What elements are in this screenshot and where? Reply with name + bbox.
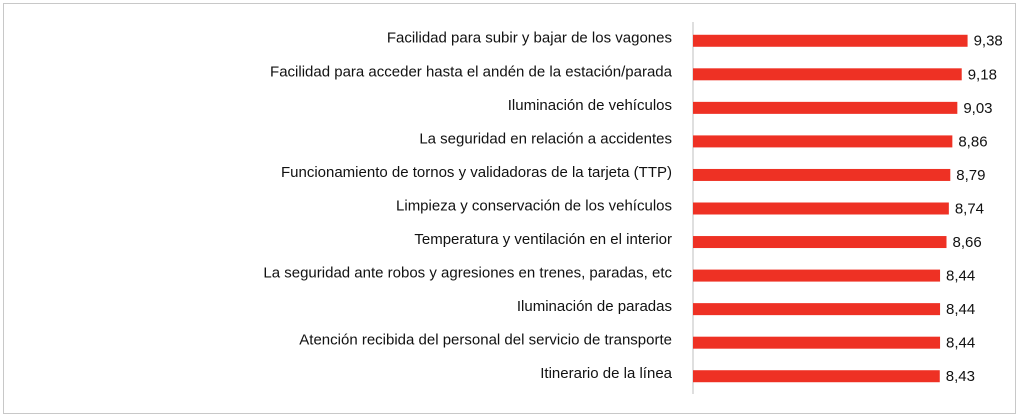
value-label: 9,03 — [963, 100, 992, 117]
bar — [693, 370, 940, 383]
category-label: Temperatura y ventilación en el interior — [414, 231, 672, 248]
category-label: Facilidad para subir y bajar de los vago… — [387, 30, 672, 47]
bar — [693, 101, 958, 114]
category-label: Funcionamiento de tornos y validadoras d… — [281, 164, 672, 181]
value-label: 8,74 — [955, 200, 984, 217]
category-label: Limpieza y conservación de los vehículos — [396, 197, 672, 214]
bar — [693, 168, 951, 181]
category-label: Facilidad para acceder hasta el andén de… — [270, 63, 673, 80]
value-label: 8,44 — [946, 301, 975, 318]
bar — [693, 336, 941, 349]
bar — [693, 34, 968, 47]
value-label: 8,44 — [946, 335, 975, 352]
bar — [693, 135, 953, 148]
value-label: 8,66 — [953, 234, 982, 251]
bar — [693, 202, 949, 215]
value-label: 9,38 — [974, 33, 1003, 50]
value-label: 8,79 — [956, 167, 985, 184]
value-label: 9,18 — [968, 66, 997, 83]
value-label: 8,43 — [946, 368, 975, 385]
value-label: 8,44 — [946, 268, 975, 285]
category-label: Iluminación de vehículos — [508, 97, 672, 114]
category-label: La seguridad ante robos y agresiones en … — [263, 265, 672, 282]
value-label: 8,86 — [958, 133, 987, 150]
bar — [693, 269, 941, 282]
bar — [693, 68, 962, 81]
category-label: La seguridad en relación a accidentes — [419, 130, 672, 147]
bar — [693, 303, 941, 316]
category-label: Atención recibida del personal del servi… — [299, 332, 672, 349]
category-label: Itinerario de la línea — [540, 365, 672, 382]
bar — [693, 236, 947, 249]
category-label: Iluminación de paradas — [517, 298, 672, 315]
